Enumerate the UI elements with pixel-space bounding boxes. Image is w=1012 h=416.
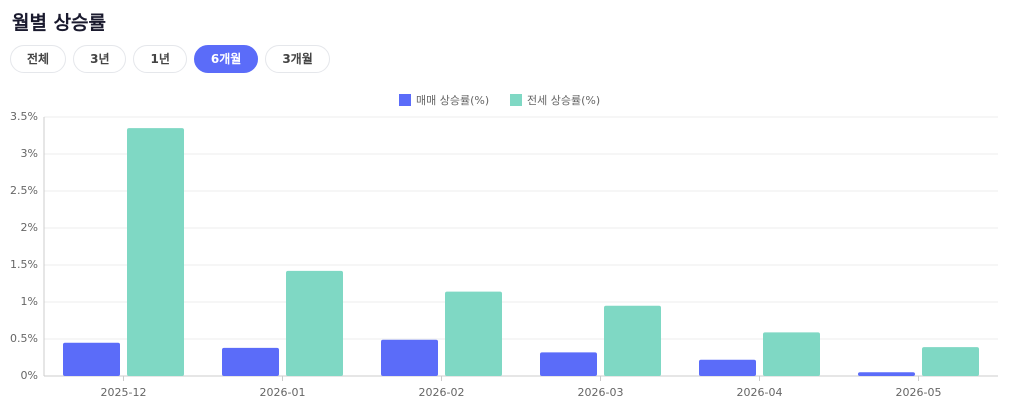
tab[interactable]: 3년 <box>73 45 127 73</box>
legend-label: 전세 상승률(%) <box>527 94 600 107</box>
legend-label: 매매 상승률(%) <box>416 94 489 107</box>
tab[interactable]: 6개월 <box>193 45 259 73</box>
y-tick-label: 0.5% <box>10 332 38 345</box>
x-tick-label: 2026-02 <box>419 386 465 399</box>
y-tick-label: 3.5% <box>10 110 38 123</box>
x-tick-label: 2026-04 <box>737 386 783 399</box>
bar <box>445 291 502 376</box>
bar <box>699 359 756 376</box>
y-tick-label: 1% <box>21 295 38 308</box>
x-tick-label: 2026-01 <box>260 386 306 399</box>
y-tick-label: 0% <box>21 369 38 382</box>
x-tick-label: 2026-03 <box>578 386 624 399</box>
y-tick-label: 1.5% <box>10 258 38 271</box>
tab-bar: 전체 3년 1년 6개월 3개월 <box>10 45 330 73</box>
tab[interactable]: 전체 <box>10 45 67 73</box>
bar <box>286 270 343 376</box>
legend-swatch <box>399 94 411 106</box>
y-tick-label: 3% <box>21 147 38 160</box>
bar <box>381 339 438 376</box>
bar <box>540 352 597 376</box>
tab[interactable]: 3개월 <box>265 45 330 73</box>
bar <box>763 332 820 376</box>
tab[interactable]: 1년 <box>133 45 187 73</box>
bar <box>922 347 979 376</box>
bar <box>604 305 661 376</box>
y-tick-label: 2.5% <box>10 184 38 197</box>
page-title: 월별 상승률 <box>12 12 107 34</box>
x-tick-label: 2026-05 <box>896 386 942 399</box>
bar <box>222 347 279 376</box>
y-tick-label: 2% <box>21 221 38 234</box>
legend-swatch <box>510 94 522 106</box>
bar <box>127 128 184 376</box>
bar <box>63 342 120 376</box>
bar <box>858 372 915 376</box>
x-tick-label: 2025-12 <box>101 386 147 399</box>
